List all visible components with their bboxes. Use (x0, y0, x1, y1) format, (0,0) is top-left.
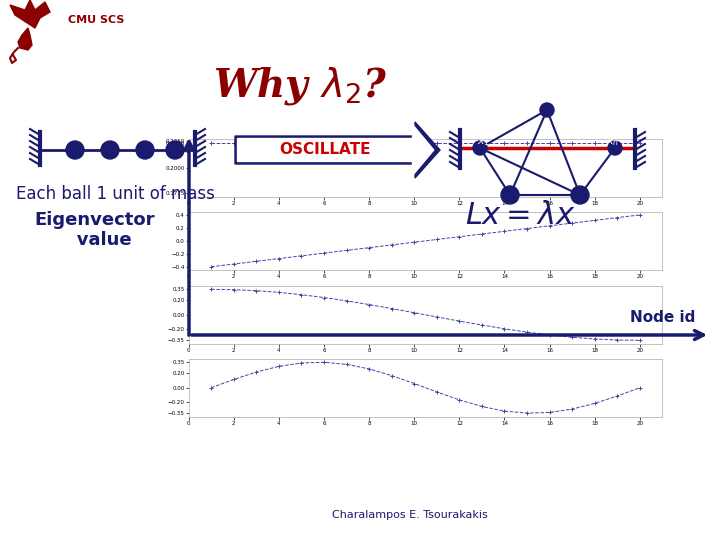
Text: $Lx = \lambda x$: $Lx = \lambda x$ (464, 200, 575, 231)
Text: $x_1$: $x_1$ (477, 136, 490, 148)
Text: Why $\lambda_2$?: Why $\lambda_2$? (212, 65, 387, 107)
Text: Eigenvector
   value: Eigenvector value (35, 211, 156, 249)
Polygon shape (18, 28, 32, 50)
Circle shape (473, 141, 487, 155)
Text: Charalampos E. Tsourakakis: Charalampos E. Tsourakakis (332, 510, 488, 520)
Circle shape (571, 186, 589, 204)
Polygon shape (238, 125, 433, 176)
Text: OSCILLATE: OSCILLATE (279, 143, 371, 158)
Text: Each ball 1 unit of mass: Each ball 1 unit of mass (16, 185, 215, 203)
Circle shape (101, 141, 119, 159)
Circle shape (136, 141, 154, 159)
Polygon shape (10, 0, 50, 28)
Circle shape (501, 186, 519, 204)
Polygon shape (235, 122, 440, 178)
Text: CMU SCS: CMU SCS (68, 15, 125, 25)
Circle shape (166, 141, 184, 159)
Circle shape (608, 141, 622, 155)
Circle shape (66, 141, 84, 159)
Text: $x_n$: $x_n$ (606, 136, 620, 148)
Circle shape (540, 103, 554, 117)
Text: Node id: Node id (629, 310, 695, 325)
